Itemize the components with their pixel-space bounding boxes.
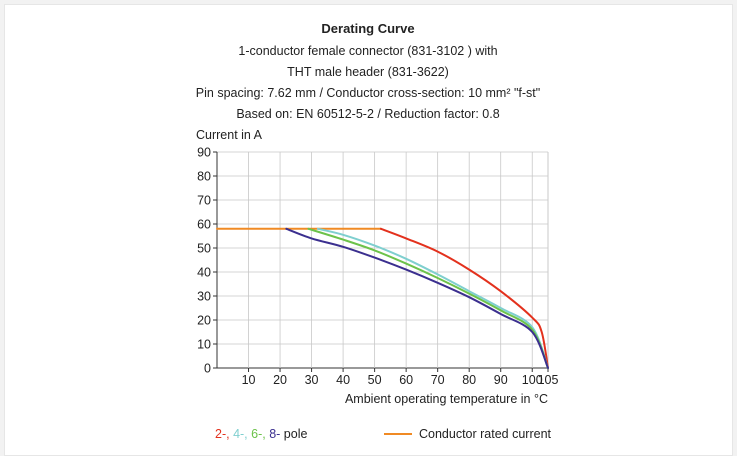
chart-frame xyxy=(4,4,733,456)
chart-series xyxy=(216,227,549,369)
y-tick-label: 30 xyxy=(197,290,211,304)
x-tick-label: 60 xyxy=(399,373,413,387)
y-tick-label: 50 xyxy=(197,242,211,256)
x-tick-label: 80 xyxy=(462,373,476,387)
legend-pole-0: 2-, xyxy=(215,427,233,441)
series-line-2 xyxy=(379,227,549,369)
y-tick-label: 40 xyxy=(197,266,211,280)
legend-pole-1: 4-, xyxy=(233,427,251,441)
axis-ticks: 0 10 20 30 40 50 60 70 80 90 10 20 30 40 50 60 70 80 90 100… xyxy=(197,146,558,388)
x-tick-label: 30 xyxy=(305,373,319,387)
x-tick-label: 40 xyxy=(336,373,350,387)
x-tick-label: 105 xyxy=(538,373,559,387)
x-tick-label: 10 xyxy=(242,373,256,387)
y-tick-label: 90 xyxy=(197,146,211,160)
y-tick-label: 80 xyxy=(197,170,211,184)
x-tick-label: 50 xyxy=(368,373,382,387)
legend: 2-, 4-, 6-, 8- pole Conductor rated curr… xyxy=(215,427,552,441)
y-tick-label: 70 xyxy=(197,194,211,208)
y-tick-label: 60 xyxy=(197,218,211,232)
chart-subtitle-1: 1-conductor female connector (831-3102 )… xyxy=(238,44,497,58)
y-tick-label: 10 xyxy=(197,338,211,352)
chart-title: Derating Curve xyxy=(321,21,414,36)
x-axis-label: Ambient operating temperature in °C xyxy=(345,392,548,406)
y-tick-label: 0 xyxy=(204,362,211,376)
legend-rated-label: Conductor rated current xyxy=(419,427,552,441)
legend-pole-2: 6-, xyxy=(251,427,269,441)
chart-subtitle-3: Pin spacing: 7.62 mm / Conductor cross-s… xyxy=(196,86,540,100)
chart-subtitle-4: Based on: EN 60512-5-2 / Reduction facto… xyxy=(236,107,499,121)
legend-poles: 2-, 4-, 6-, 8- pole xyxy=(215,427,307,441)
y-tick-label: 20 xyxy=(197,314,211,328)
x-tick-label: 100 xyxy=(522,373,543,387)
legend-pole-suffix: pole xyxy=(280,427,307,441)
x-tick-label: 70 xyxy=(431,373,445,387)
x-tick-label: 90 xyxy=(494,373,508,387)
legend-pole-3: 8- xyxy=(269,427,280,441)
chart-grid xyxy=(216,151,549,369)
x-tick-label: 20 xyxy=(273,373,287,387)
series-line-8 xyxy=(285,227,549,369)
chart-subtitle-2: THT male header (831-3622) xyxy=(287,65,449,79)
series-line-6 xyxy=(307,227,549,369)
y-axis-label: Current in A xyxy=(196,128,263,142)
series-line-4 xyxy=(316,227,549,369)
